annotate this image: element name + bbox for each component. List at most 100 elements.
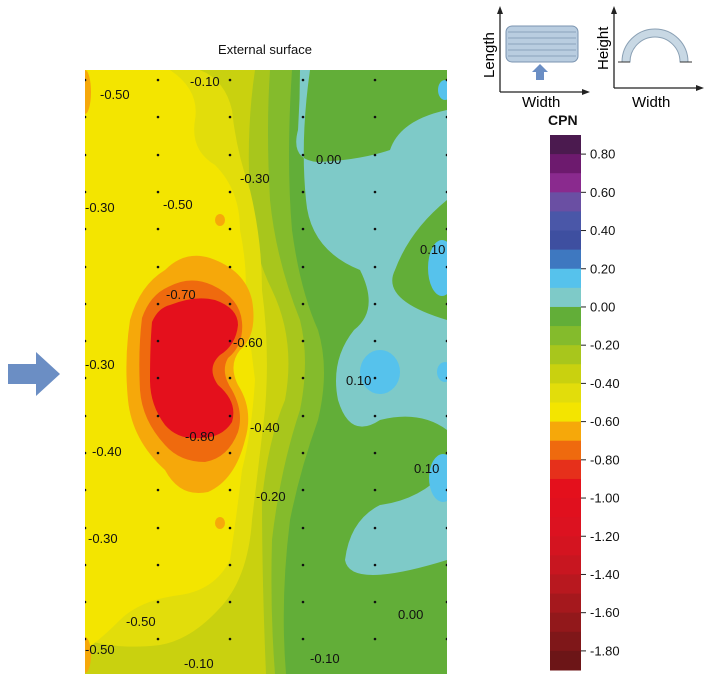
colorbar-band — [550, 230, 581, 251]
measurement-point — [373, 227, 377, 231]
measurement-points — [85, 78, 447, 641]
colorbar-tick-label: -0.20 — [590, 338, 620, 353]
colorbar-band — [550, 383, 581, 403]
measurement-point — [445, 563, 447, 567]
measurement-point — [373, 376, 377, 380]
colorbar: 0.80 0.60 0.40 0.20 0.00 -0.20 -0.40 -0.60 -0.80… — [550, 135, 620, 671]
measurement-point — [445, 115, 447, 119]
colorbar-tick-label: -1.00 — [590, 491, 620, 506]
measurement-point — [445, 451, 447, 455]
measurement-point — [301, 563, 305, 567]
colorbar-band — [550, 574, 581, 595]
schematic-diagrams: Length Width Height Width — [481, 6, 704, 111]
contour-label: 0.10 — [414, 461, 439, 476]
measurement-point — [445, 376, 447, 380]
colorbar-band — [550, 459, 581, 480]
measurement-point — [228, 227, 232, 231]
measurement-point — [373, 563, 377, 567]
measurement-point — [373, 637, 377, 641]
measurement-point — [301, 302, 305, 306]
measurement-point — [228, 78, 232, 82]
colorbar-band — [550, 478, 581, 499]
contour-label: -0.40 — [250, 420, 280, 435]
colorbar-tick-label: 0.40 — [590, 223, 615, 238]
plan-wind-arrow-icon — [532, 64, 548, 80]
measurement-point — [301, 488, 305, 492]
colorbar-band — [550, 421, 581, 442]
measurement-point — [228, 339, 232, 343]
measurement-point — [445, 488, 447, 492]
colorbar-band — [550, 498, 581, 518]
measurement-point — [228, 190, 232, 194]
measurement-point — [301, 637, 305, 641]
measurement-point — [301, 451, 305, 455]
measurement-point — [85, 600, 87, 604]
contour-label: -0.30 — [88, 531, 118, 546]
measurement-point — [445, 153, 447, 157]
colorbar-band — [550, 345, 581, 365]
measurement-point — [373, 190, 377, 194]
measurement-point — [445, 78, 447, 82]
measurement-point — [228, 115, 232, 119]
colorbar-band — [550, 306, 581, 327]
measurement-point — [301, 265, 305, 269]
section-xlabel: Width — [632, 94, 670, 111]
measurement-point — [373, 600, 377, 604]
colorbar-tick-label: -0.40 — [590, 376, 620, 391]
plot-title: External surface — [218, 42, 312, 57]
band-edge-orange-3 — [215, 214, 225, 226]
contour-label: -0.10 — [190, 74, 220, 89]
measurement-point — [228, 563, 232, 567]
contour-label: -0.10 — [184, 656, 214, 671]
contour-label: -0.30 — [85, 357, 115, 372]
measurement-point — [445, 600, 447, 604]
measurement-point — [228, 526, 232, 530]
colorbar-tick-label: 0.00 — [590, 299, 615, 314]
measurement-point — [85, 526, 87, 530]
colorbar-band — [550, 517, 581, 537]
colorbar-band — [550, 402, 581, 423]
contour-label: 0.10 — [346, 373, 371, 388]
measurement-point — [373, 488, 377, 492]
measurement-point — [445, 227, 447, 231]
measurement-point — [445, 339, 447, 343]
measurement-point — [156, 78, 160, 82]
measurement-point — [85, 265, 87, 269]
measurement-point — [85, 339, 87, 343]
measurement-point — [445, 265, 447, 269]
colorbar-band — [550, 364, 581, 384]
colorbar-tick-label: 0.60 — [590, 185, 615, 200]
measurement-point — [301, 376, 305, 380]
measurement-point — [228, 376, 232, 380]
band-red — [150, 298, 238, 439]
measurement-point — [156, 153, 160, 157]
measurement-point — [373, 78, 377, 82]
colorbar-tick-label: -0.80 — [590, 452, 620, 467]
colorbar-tick-label: -1.20 — [590, 529, 620, 544]
contour-label: -0.50 — [163, 197, 193, 212]
contour-label: -0.50 — [126, 614, 156, 629]
colorbar-band — [550, 135, 581, 155]
measurement-point — [301, 600, 305, 604]
contour-label: -0.10 — [310, 651, 340, 666]
contour-label: -0.70 — [166, 287, 196, 302]
contour-label: -0.40 — [92, 444, 122, 459]
measurement-point — [373, 153, 377, 157]
contour-label: -0.30 — [240, 171, 270, 186]
measurement-point — [373, 339, 377, 343]
colorbar-band — [550, 631, 581, 652]
measurement-point — [301, 339, 305, 343]
colorbar-tick-label: -1.60 — [590, 605, 620, 620]
measurement-point — [85, 227, 87, 231]
colorbar-band — [550, 154, 581, 174]
band-edge-orange-1 — [85, 70, 91, 114]
measurement-point — [228, 414, 232, 418]
contour-label: -0.50 — [85, 642, 115, 657]
measurement-point — [301, 190, 305, 194]
contour-label: -0.20 — [256, 489, 286, 504]
measurement-point — [85, 637, 87, 641]
measurement-point — [156, 115, 160, 119]
measurement-point — [373, 414, 377, 418]
measurement-point — [228, 637, 232, 641]
